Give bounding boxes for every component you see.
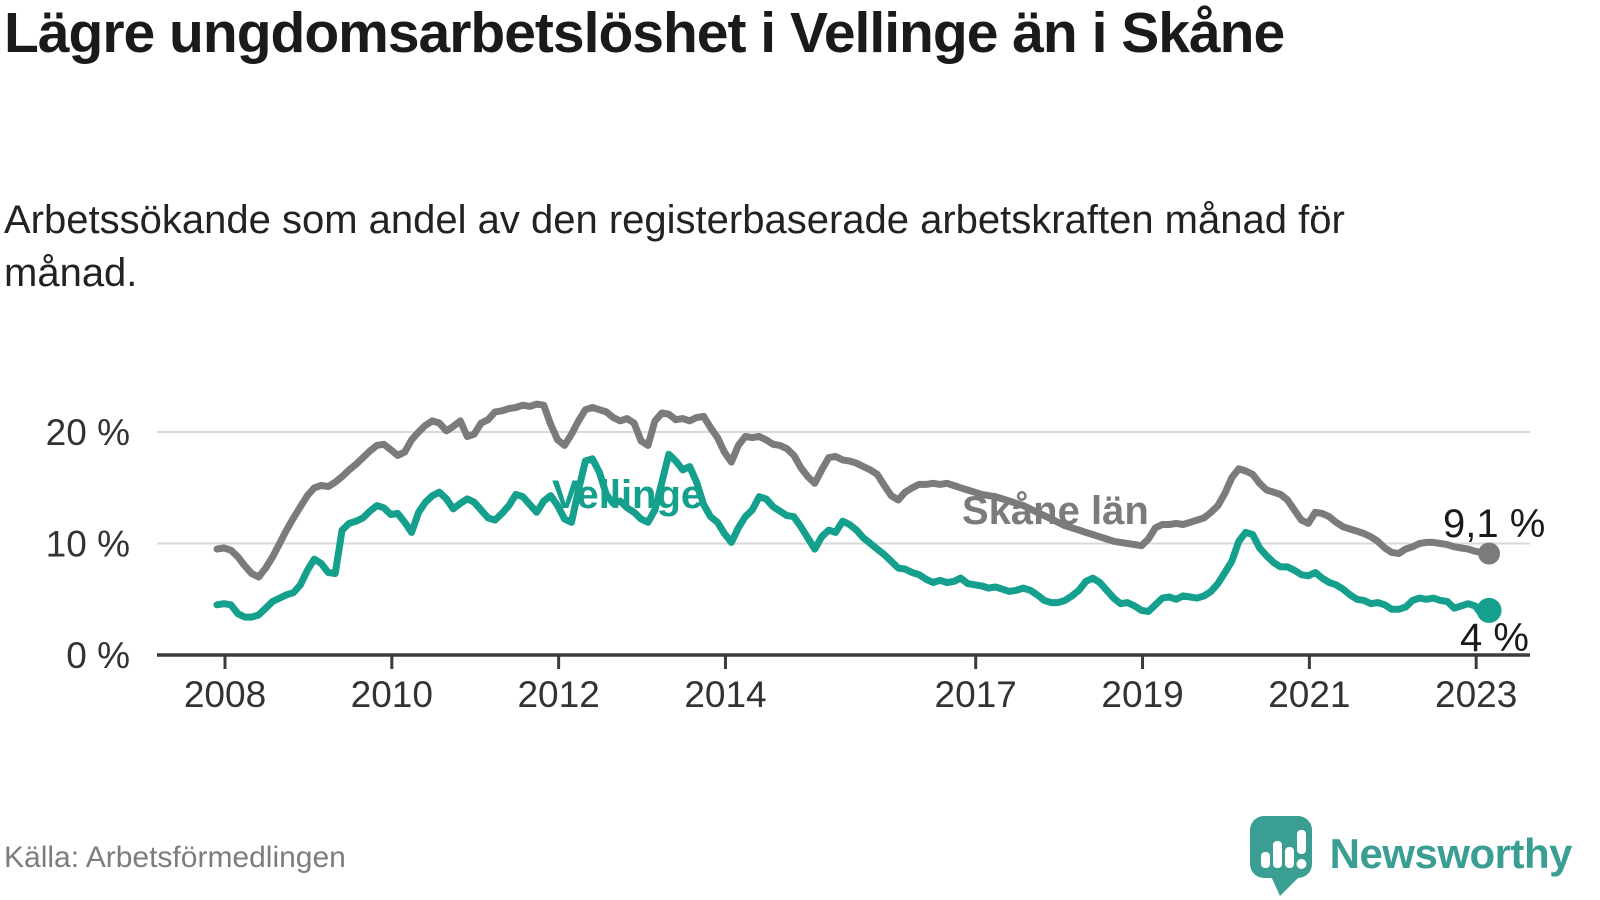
x-axis-label-2017: 2017 <box>935 674 1017 715</box>
page-title: Lägre ungdomsarbetslöshet i Vellinge än … <box>4 1 1285 65</box>
end-dot-skane <box>1478 542 1501 565</box>
source-note: Källa: Arbetsförmedlingen <box>4 841 346 874</box>
chart-subtitle: Arbetssökande som andel av den registerb… <box>4 198 1345 295</box>
brand-name: Newsworthy <box>1329 830 1573 877</box>
x-axis-label-2021: 2021 <box>1268 674 1350 715</box>
x-axis-label-2014: 2014 <box>684 674 766 715</box>
series-label-skane: Skåne län <box>962 489 1149 533</box>
end-value-label-skane: 9,1 % <box>1443 502 1545 546</box>
unemployment-line-chart: 0 % 10 % 20 % 2008 2010 2012 2014 2017 2019 2021 2… <box>46 400 1545 715</box>
series-label-vellinge: Vellinge <box>552 473 703 517</box>
y-axis-label-0: 0 % <box>66 635 130 676</box>
x-axis-label-2023: 2023 <box>1435 674 1517 715</box>
line-series-skane <box>213 400 1493 581</box>
y-axis-label-10: 10 % <box>46 524 130 565</box>
x-axis-label-2008: 2008 <box>184 674 266 715</box>
newsworthy-brand: Newsworthy <box>1248 814 1573 896</box>
x-axis-label-2010: 2010 <box>351 674 433 715</box>
line-series-vellinge <box>213 450 1493 621</box>
end-dot-vellinge <box>1476 597 1502 623</box>
newsworthy-logo-icon <box>1249 816 1312 896</box>
end-value-label-vellinge: 4 % <box>1460 616 1529 660</box>
y-axis-label-20: 20 % <box>46 412 130 453</box>
x-axis-label-2012: 2012 <box>517 674 599 715</box>
x-axis-label-2019: 2019 <box>1101 674 1183 715</box>
